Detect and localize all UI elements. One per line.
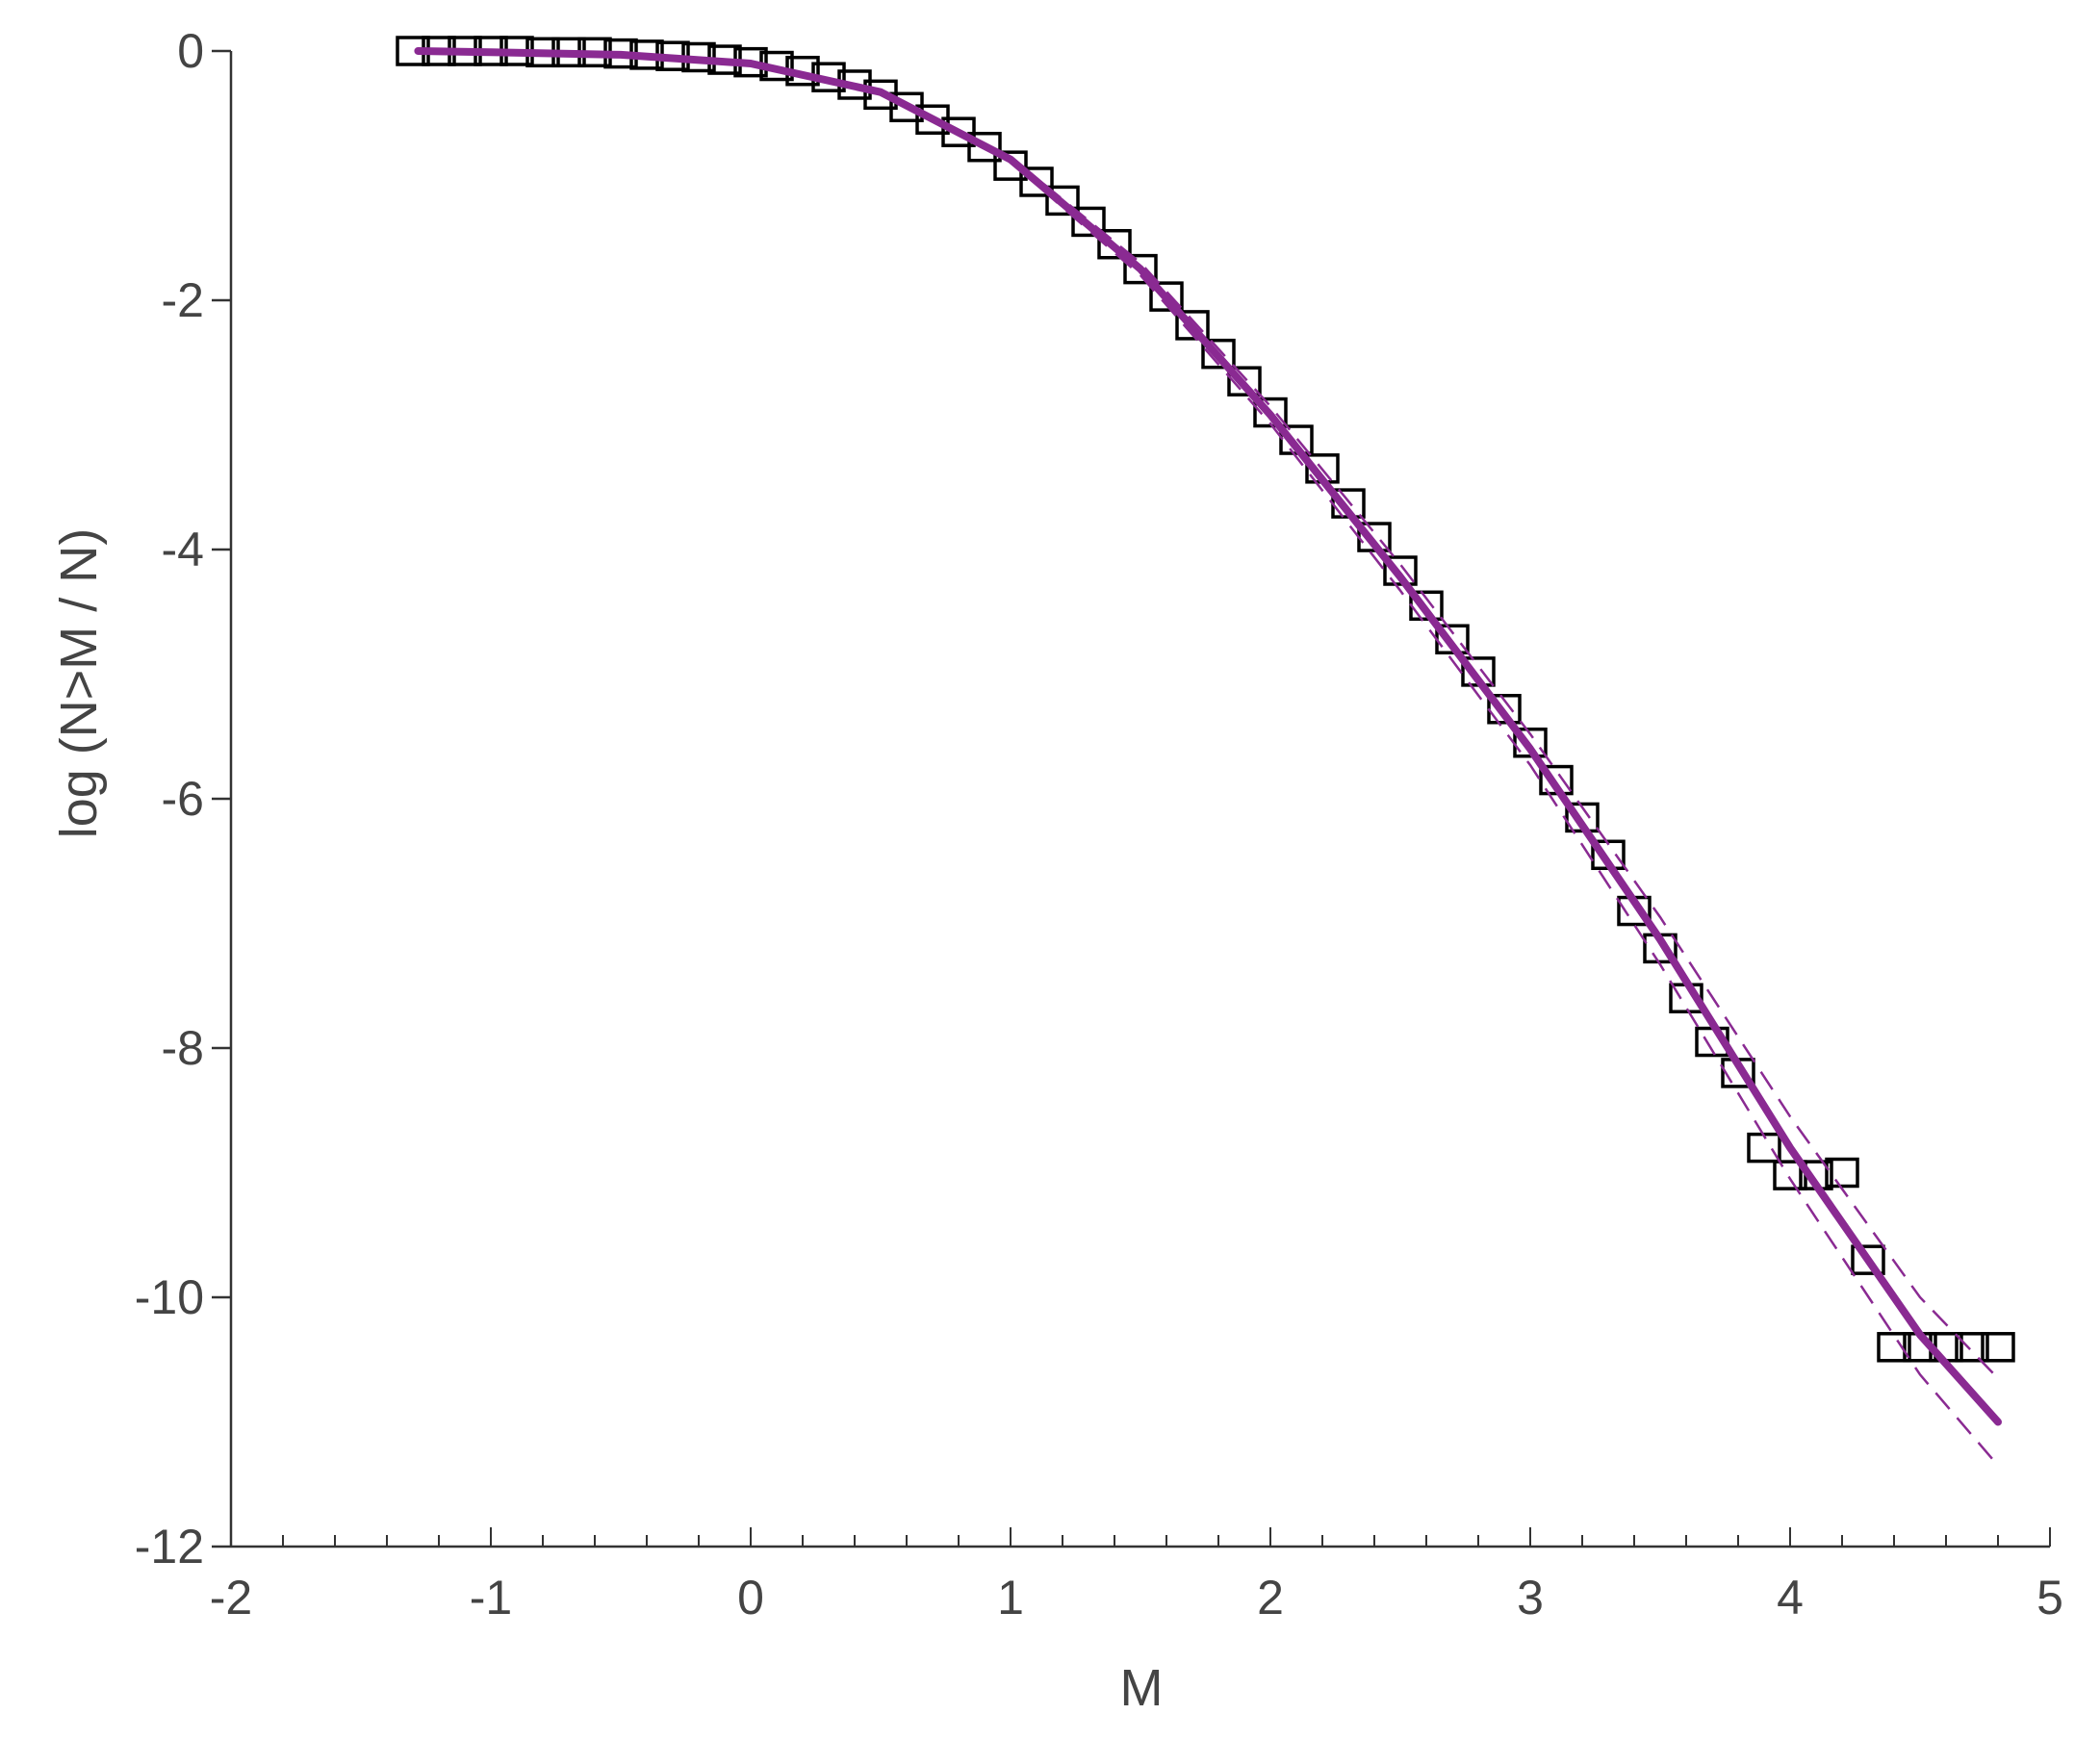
data-point-marker: [1045, 185, 1080, 217]
x-tick-label: 0: [737, 1571, 764, 1625]
y-tick-label: -2: [162, 273, 204, 327]
y-tick-label: -12: [135, 1520, 204, 1574]
data-point-marker: [1071, 206, 1106, 238]
x-axis-label: M: [1120, 1659, 1164, 1717]
x-tick-label: -1: [470, 1571, 512, 1625]
fit-line: [414, 47, 2002, 1426]
data-point-marker: [1851, 1244, 1885, 1275]
confidence-bound-line: [418, 49, 1999, 1467]
axes: -2 -1 0 1 2 3 4 50-2-4-6-8-10-12: [135, 24, 2063, 1625]
data-point-marker: [1825, 1157, 1859, 1189]
x-tick-label: 1: [997, 1571, 1024, 1625]
data-point-marker: [993, 150, 1028, 181]
y-tick-label: -10: [135, 1270, 204, 1324]
x-tick-label: 4: [1777, 1571, 1804, 1625]
x-tick-label: 5: [2036, 1571, 2063, 1625]
data-point-marker: [1019, 166, 1054, 197]
x-tick-label: 3: [1517, 1571, 1544, 1625]
data-point-marker: [1149, 281, 1184, 312]
data-point-marker: [1383, 555, 1418, 586]
data-point-marker: [1227, 366, 1262, 397]
data-point-marker: [1097, 228, 1132, 260]
y-tick-label: -6: [162, 772, 204, 826]
data-point-marker: [1877, 1332, 1911, 1363]
y-axis-label: log (N>M / N): [50, 528, 108, 839]
y-tick-label: 0: [177, 24, 204, 78]
plot-area: [396, 36, 2015, 1467]
x-tick-label: -2: [210, 1571, 252, 1625]
y-tick-label: -8: [162, 1021, 204, 1075]
x-tick-label: 2: [1257, 1571, 1284, 1625]
data-point-marker: [1253, 397, 1288, 428]
data-point-marker: [1201, 338, 1236, 370]
data-markers: [396, 36, 2015, 1363]
data-point-marker: [1175, 310, 1210, 341]
data-point-marker: [1981, 1332, 2015, 1363]
y-tick-label: -4: [162, 523, 204, 576]
data-point-marker: [967, 131, 1002, 163]
data-point-marker: [1955, 1332, 1989, 1363]
confidence-bound-line: [418, 49, 1999, 1380]
data-point-marker: [1123, 253, 1158, 285]
